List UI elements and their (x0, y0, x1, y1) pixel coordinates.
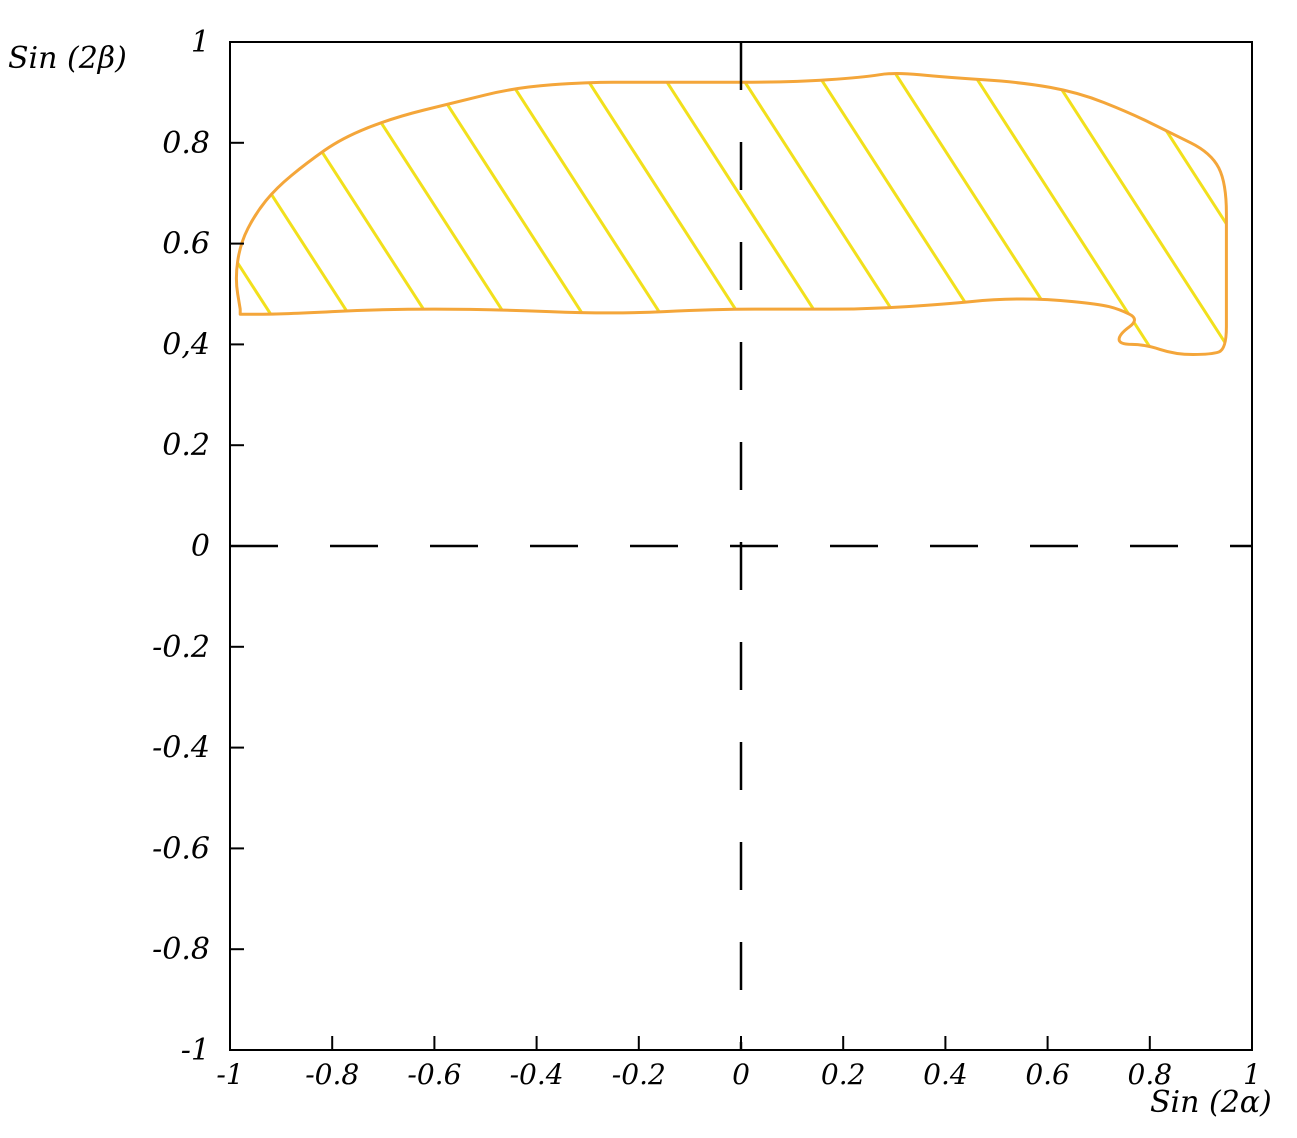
x-tick-label: 0.4 (923, 1058, 968, 1091)
hatch-line (418, 73, 615, 355)
hatch-line (236, 73, 381, 355)
y-axis-title: Sin (2β) (8, 41, 127, 76)
hatch-line (1278, 62, 1297, 362)
reference-lines (230, 42, 1252, 1050)
hatch-line (964, 73, 1161, 355)
hatch-line (574, 73, 771, 355)
x-axis-title: Sin (2α) (1150, 1085, 1272, 1120)
x-tick-label: -1 (216, 1058, 243, 1091)
y-tick-label: -0.8 (152, 932, 210, 967)
x-tick-label: 0.2 (821, 1058, 866, 1091)
x-tick-label: -0.4 (510, 1058, 564, 1091)
y-tick-label: 0,4 (162, 327, 210, 362)
hatch-line (262, 73, 459, 355)
hatch-line (236, 73, 303, 355)
y-tick-label: -0.6 (152, 831, 210, 866)
feasible-region-outline (234, 72, 1228, 356)
x-tick-label: 1 (1243, 1058, 1261, 1091)
hatch-line (1042, 73, 1227, 355)
y-tick-label: -0.2 (152, 630, 210, 665)
y-tick-label: 0.8 (162, 126, 210, 161)
x-tick-label: 0.8 (1128, 1058, 1173, 1091)
x-axis: -1 -0.8 -0.6 -0.4 -0.2 0 0.2 0.4 0.6 0.8 1 (216, 1036, 1261, 1091)
x-tick-label: 0.6 (1025, 1058, 1070, 1091)
y-tick-label: -0.4 (152, 731, 210, 766)
hatch-line (808, 73, 1005, 355)
x-tick-label: -0.6 (407, 1058, 461, 1091)
x-tick-label: -0.8 (305, 1058, 359, 1091)
y-tick-label: 1 (191, 25, 210, 60)
hatch-line (1198, 73, 1227, 355)
y-tick-label: -1 (181, 1033, 210, 1068)
x-tick-label: -0.2 (612, 1058, 666, 1091)
y-tick-label: 0.2 (162, 428, 210, 463)
hatch-line (886, 73, 1083, 355)
y-tick-label: 0.6 (162, 227, 210, 262)
hatch-line (730, 73, 927, 355)
y-axis: 1 0.8 0.6 0,4 0.2 0 -0.2 -0.4 -0.6 -0.8 -1 (152, 25, 244, 1068)
x-tick-label: 0 (732, 1058, 750, 1091)
hatch-line (496, 73, 693, 355)
hatch-layer (30, 62, 1297, 362)
y-tick-label: 0 (191, 529, 210, 564)
hatch-line (652, 73, 849, 355)
hatch-line (30, 62, 224, 362)
